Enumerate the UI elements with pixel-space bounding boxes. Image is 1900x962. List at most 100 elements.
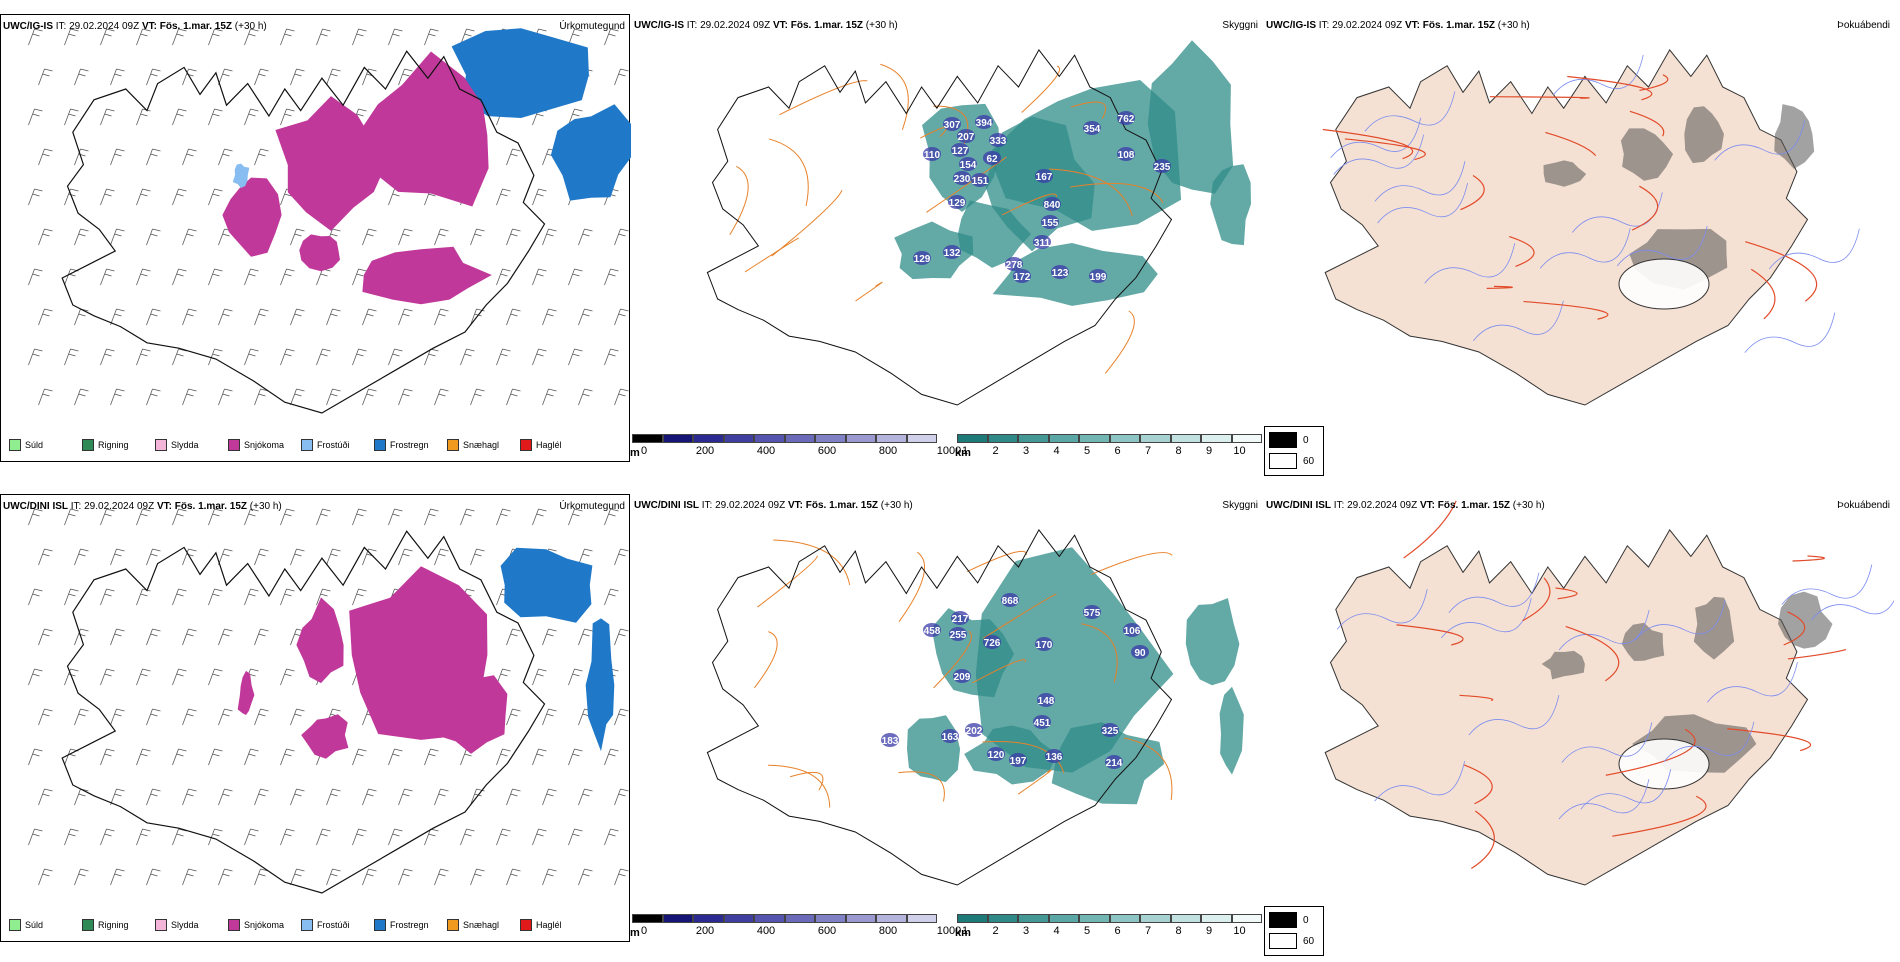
wind-barb — [398, 228, 413, 246]
wind-barb — [244, 348, 259, 366]
wind-barb — [208, 508, 223, 526]
cloud-base-patch — [1001, 593, 1019, 607]
legend-tick: 400 — [756, 925, 776, 937]
wind-barb — [64, 828, 79, 846]
river-line — [1769, 228, 1860, 269]
legend-swatch — [662, 434, 693, 443]
wind-barb — [388, 348, 403, 366]
legend-tick: 3 — [1022, 925, 1030, 937]
wind-barb — [362, 868, 377, 886]
legend-swatch — [957, 434, 988, 443]
legend-label: Rigning — [98, 440, 129, 450]
snow-area — [222, 177, 282, 257]
legend-swatch — [845, 434, 876, 443]
legend-tick: 7 — [1144, 925, 1152, 937]
legend-swatch — [906, 434, 937, 443]
wind-barb — [38, 148, 53, 166]
model-name: UWC/IG-IS — [3, 21, 53, 32]
wind-barb — [64, 28, 79, 46]
legend-swatch — [876, 434, 907, 443]
wind-barb — [172, 108, 187, 126]
wind-barb — [614, 628, 629, 646]
lead-time: (+30 h) — [865, 20, 898, 31]
cloud-base-label: 307 — [944, 120, 961, 131]
legend-swatch — [155, 439, 167, 451]
wind-barb — [434, 548, 449, 566]
wind-barb — [38, 788, 53, 806]
road-line — [1459, 694, 1494, 702]
low-visibility-area — [894, 221, 974, 280]
wind-barb — [542, 788, 557, 806]
model-name: UWC/IG-IS — [634, 20, 684, 31]
legend-item: Rigning — [82, 919, 129, 931]
river-line — [1440, 597, 1532, 639]
wind-barb — [244, 588, 259, 606]
snow-area — [301, 714, 349, 759]
wind-barb — [74, 388, 89, 406]
wind-barb — [578, 228, 593, 246]
legend-label: Frostregn — [390, 920, 429, 930]
lead-time: (+30 h) — [249, 501, 282, 512]
road-line — [1509, 235, 1535, 267]
init-time: 29.02.2024 09Z — [715, 500, 786, 511]
it-label: IT: — [55, 21, 67, 32]
cloud-base-label: 235 — [1154, 162, 1171, 173]
cloud-base-patch — [1009, 753, 1027, 767]
legend-unit: m — [630, 447, 640, 459]
road-line — [1124, 737, 1173, 800]
road-line — [1629, 110, 1665, 137]
cloud-base-patch — [1051, 265, 1069, 279]
panel-header: UWC/DINI ISL IT: 29.02.2024 09Z VT: Fös.… — [634, 500, 913, 511]
road-line — [1396, 624, 1464, 646]
cloud-base-label: 129 — [949, 198, 966, 209]
wind-barb — [532, 668, 547, 686]
cloud-base-patch — [971, 173, 989, 187]
legend-swatch — [815, 434, 846, 443]
legend-swatch — [1269, 432, 1297, 448]
legend-swatch — [82, 919, 94, 931]
legend-tick: 5 — [1083, 925, 1091, 937]
road-line — [779, 80, 868, 116]
wind-barb — [290, 708, 305, 726]
wind-barb — [254, 388, 269, 406]
legend-item: Súld — [9, 919, 43, 931]
wind-barb — [182, 388, 197, 406]
cloud-base-label: 62 — [986, 154, 998, 165]
legend-label: Frostúði — [317, 440, 350, 450]
wind-barb — [136, 188, 151, 206]
cloud-base-patch — [953, 171, 971, 185]
road-line — [972, 659, 1026, 684]
road-line — [1523, 300, 1609, 320]
wind-barb — [136, 108, 151, 126]
freezing-rain-area — [585, 618, 615, 752]
model-name: UWC/DINI ISL — [634, 500, 699, 511]
legend-swatch — [301, 439, 313, 451]
wind-barb — [362, 308, 377, 326]
snow-area — [275, 96, 386, 231]
wind-barb — [506, 308, 521, 326]
cloud-base-label: 110 — [924, 150, 941, 161]
wind-barb — [28, 588, 43, 606]
legend-swatch — [845, 914, 876, 923]
snow-area — [362, 246, 492, 305]
wind-barb — [172, 668, 187, 686]
cloud-base-patch — [951, 611, 969, 625]
river-line — [1744, 312, 1836, 353]
wind-barb — [326, 388, 341, 406]
wind-barb — [290, 228, 305, 246]
wind-barb — [38, 868, 53, 886]
wind-barb — [146, 708, 161, 726]
cloud-base-patch — [923, 623, 941, 637]
legend-swatch — [9, 439, 21, 451]
legend-tick: 3 — [1022, 445, 1030, 457]
wind-barb — [388, 508, 403, 526]
cloud-base-label: 217 — [952, 614, 969, 625]
legend-item: 0 — [1269, 432, 1319, 448]
cloud-panel: 868 217 458 255 726 170 575 106 90 209 148 183 163 20… — [632, 494, 1262, 962]
wind-barb — [254, 548, 269, 566]
wind-barb — [614, 228, 629, 246]
cloud-base-patch — [1083, 121, 1101, 135]
wind-barb — [280, 108, 295, 126]
legend-swatch — [228, 919, 240, 931]
river-line — [1634, 600, 1726, 641]
